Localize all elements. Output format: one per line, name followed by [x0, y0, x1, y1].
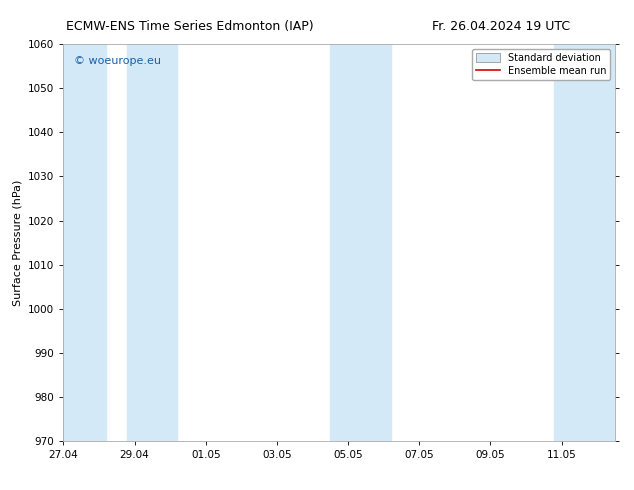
- Bar: [555, 44, 615, 441]
- Text: ECMW-ENS Time Series Edmonton (IAP): ECMW-ENS Time Series Edmonton (IAP): [67, 20, 314, 33]
- Y-axis label: Surface Pressure (hPa): Surface Pressure (hPa): [13, 179, 23, 306]
- Legend: Standard deviation, Ensemble mean run: Standard deviation, Ensemble mean run: [472, 49, 610, 80]
- Bar: [127, 44, 178, 441]
- Bar: [63, 44, 106, 441]
- Text: © woeurope.eu: © woeurope.eu: [74, 56, 162, 66]
- Bar: [330, 44, 391, 441]
- Text: Fr. 26.04.2024 19 UTC: Fr. 26.04.2024 19 UTC: [432, 20, 570, 33]
